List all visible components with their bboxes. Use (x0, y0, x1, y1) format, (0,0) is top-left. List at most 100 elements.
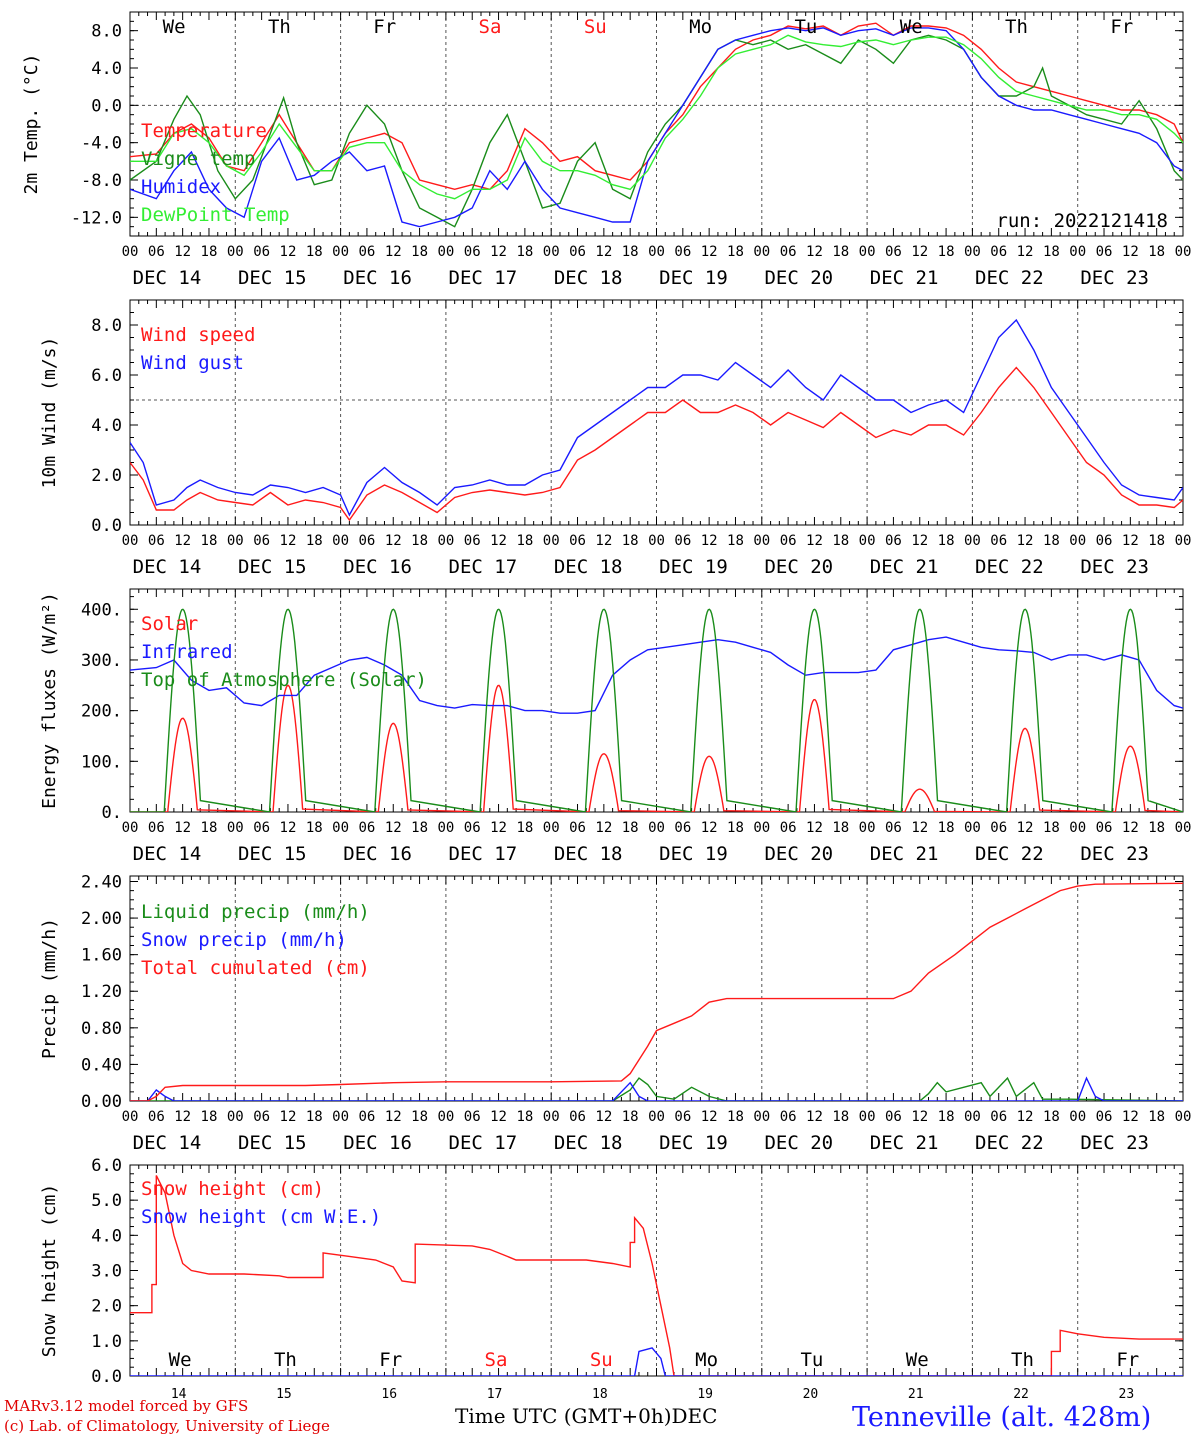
hour-tick-label: 18 (1043, 820, 1060, 836)
date-label: DEC 17 (449, 843, 518, 865)
hour-tick-label: 18 (622, 244, 639, 260)
series-group (130, 1175, 1183, 1376)
hour-tick-label: 18 (622, 820, 639, 836)
hour-tick-label: 06 (464, 820, 481, 836)
hour-tick-label: 06 (885, 533, 902, 549)
legend-entry: Snow precip (mm/h) (141, 929, 347, 951)
date-label: DEC 18 (554, 556, 623, 578)
series-line (130, 1076, 1183, 1101)
day-name: Sa (485, 1349, 508, 1371)
y-tick-label: 2.0 (91, 1297, 122, 1317)
hour-tick-label: 00 (332, 820, 349, 836)
hour-tick-label: 06 (148, 244, 165, 260)
credit-line-model: MARv3.12 model forced by GFS (4, 1397, 249, 1415)
series-line (130, 1175, 1183, 1376)
hour-tick-label: 06 (358, 533, 375, 549)
hour-tick-label: 06 (1096, 533, 1113, 549)
hour-tick-label: 12 (595, 244, 612, 260)
date-label: DEC 22 (975, 843, 1044, 865)
hour-tick-label: 12 (701, 244, 718, 260)
y-tick-label: 0.80 (81, 1019, 122, 1039)
series-line (130, 608, 1183, 812)
date-label: DEC 18 (554, 1132, 623, 1154)
hour-tick-label: 06 (885, 820, 902, 836)
hour-tick-label: 18 (306, 1109, 323, 1125)
date-label: DEC 23 (1080, 556, 1149, 578)
hour-tick-label: 12 (490, 1109, 507, 1125)
date-number: 20 (803, 1387, 819, 1402)
plot-frame (129, 11, 1184, 237)
panel-1: 8.0 4.0 0.0 -4.0 -8.0 -12.0 2m Temp. (°C) 00 06 1… (21, 11, 1191, 289)
series-line (130, 1076, 1183, 1101)
hour-tick-label: 18 (1148, 533, 1165, 549)
hour-tick-label: 18 (1148, 244, 1165, 260)
hour-tick-label: 18 (1043, 244, 1060, 260)
hour-tick-label: 12 (806, 533, 823, 549)
date-label: DEC 18 (554, 267, 623, 289)
hour-tick-label: 00 (964, 1109, 981, 1125)
legend-entry: Temperature (141, 120, 267, 142)
hour-tick-label: 18 (832, 820, 849, 836)
day-name: Fr (379, 1349, 402, 1371)
hour-tick-label: 18 (306, 820, 323, 836)
hour-tick-label: 18 (832, 244, 849, 260)
y-tick-label: 2.0 (91, 466, 122, 486)
hour-tick-label: 12 (385, 1109, 402, 1125)
hour-tick-label: 00 (1175, 533, 1192, 549)
y-axis-label: Precip (mm/h) (39, 918, 60, 1059)
legend-entry: Humidex (141, 176, 221, 198)
hour-tick-label: 06 (674, 533, 691, 549)
hour-tick-label: 06 (1096, 244, 1113, 260)
y-tick-label: -8.0 (81, 171, 122, 191)
hour-tick-label: 12 (595, 533, 612, 549)
legend-entry: Wind gust (141, 352, 244, 374)
date-label: DEC 22 (975, 556, 1044, 578)
hour-tick-label: 18 (411, 533, 428, 549)
date-label: DEC 20 (764, 1132, 833, 1154)
hour-tick-label: 12 (385, 820, 402, 836)
hour-tick-label: 00 (1069, 533, 1086, 549)
x-axis-title: Time UTC (GMT+0h)DEC (455, 1404, 717, 1428)
y-tick-label: 300. (81, 651, 122, 671)
day-name: Th (268, 16, 291, 38)
day-name: Su (590, 1349, 613, 1371)
hour-tick-label: 00 (1069, 1109, 1086, 1125)
y-tick-label: 6.0 (91, 1156, 122, 1176)
date-label: DEC 15 (238, 843, 307, 865)
date-number: 18 (592, 1387, 608, 1402)
date-label: DEC 17 (449, 556, 518, 578)
y-tick-label: 0.0 (91, 1367, 122, 1387)
y-tick-label: 0.40 (81, 1055, 122, 1075)
hour-tick-label: 06 (253, 1109, 270, 1125)
y-tick-label: 8.0 (91, 316, 122, 336)
hour-tick-label: 00 (543, 820, 560, 836)
hour-tick-label: 06 (885, 244, 902, 260)
hour-tick-label: 00 (964, 533, 981, 549)
hour-tick-label: 18 (1148, 1109, 1165, 1125)
date-number: 19 (697, 1387, 713, 1402)
hour-tick-label: 12 (595, 820, 612, 836)
y-tick-label: 2.00 (81, 909, 122, 929)
station-name: Tenneville (alt. 428m) (852, 1402, 1152, 1433)
day-name: Fr (373, 16, 396, 38)
hour-tick-label: 12 (280, 1109, 297, 1125)
day-name: Mo (689, 16, 712, 38)
hour-tick-label: 12 (595, 1109, 612, 1125)
hour-tick-label: 12 (1122, 244, 1139, 260)
hour-tick-label: 12 (701, 820, 718, 836)
panel-3: 400. 300. 200. 100. 0. Energy fluxes (W/m²) 00… (39, 588, 1191, 865)
date-label: DEC 21 (870, 556, 939, 578)
hour-tick-label: 18 (832, 1109, 849, 1125)
panel-2: 8.0 6.0 4.0 2.0 0.0 10m Wind (m/s) 00 06 12 18 DEC… (39, 299, 1192, 578)
date-label: DEC 17 (449, 267, 518, 289)
hour-tick-label: 00 (648, 1109, 665, 1125)
hour-tick-label: 06 (990, 820, 1007, 836)
series-line (130, 27, 1183, 228)
hour-tick-label: 06 (464, 1109, 481, 1125)
hour-tick-label: 00 (122, 820, 139, 836)
x-axis-unit: DEC (671, 1404, 718, 1428)
hour-tick-label: 18 (201, 1109, 218, 1125)
day-name: Fr (1110, 16, 1133, 38)
hour-tick-label: 18 (938, 533, 955, 549)
hour-tick-label: 00 (437, 533, 454, 549)
